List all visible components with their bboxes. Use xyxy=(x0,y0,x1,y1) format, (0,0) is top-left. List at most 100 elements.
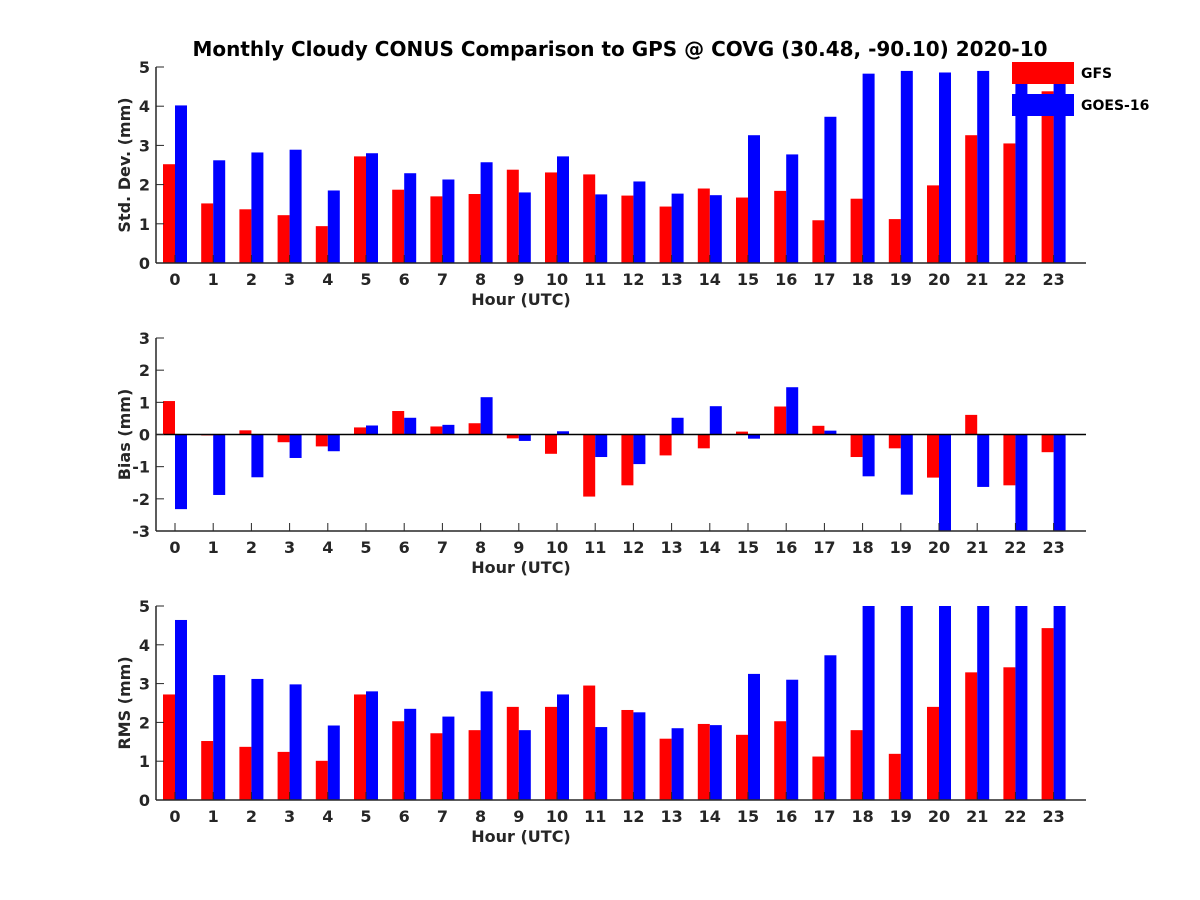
bar-goes-16-hour-12 xyxy=(633,712,646,800)
bar-goes-16-hour-14 xyxy=(709,725,722,800)
x-tick-label: 16 xyxy=(775,807,797,826)
bar-goes-16-hour-4 xyxy=(327,725,340,800)
y-tick-label: 1 xyxy=(139,752,150,771)
series-goes-16 xyxy=(175,67,1066,264)
bar-goes-16-hour-18 xyxy=(862,606,875,800)
bar-goes-16-hour-18 xyxy=(862,434,875,477)
x-tick-label: 17 xyxy=(813,807,835,826)
bar-gfs-hour-6 xyxy=(392,189,405,263)
bar-gfs-hour-15 xyxy=(736,431,748,435)
bar-goes-16-hour-16 xyxy=(786,154,799,263)
bar-goes-16-hour-17 xyxy=(824,430,837,435)
x-tick-label: 15 xyxy=(737,270,759,289)
y-tick-label: 3 xyxy=(139,329,150,348)
x-tick-label: 2 xyxy=(246,807,257,826)
bar-gfs-hour-17 xyxy=(812,756,825,800)
x-tick-label: 21 xyxy=(966,270,988,289)
bar-gfs-hour-22 xyxy=(1003,434,1016,486)
bar-goes-16-hour-21 xyxy=(977,434,990,487)
x-tick-label: 0 xyxy=(169,270,180,289)
bar-goes-16-hour-6 xyxy=(404,417,417,435)
bar-gfs-hour-10 xyxy=(545,434,557,454)
bar-gfs-hour-6 xyxy=(392,721,405,800)
x-tick-label: 11 xyxy=(584,270,606,289)
bar-gfs-hour-12 xyxy=(621,434,634,486)
bar-goes-16-hour-4 xyxy=(327,434,340,452)
x-axis-label: Hour (UTC) xyxy=(471,290,571,309)
bar-gfs-hour-9 xyxy=(506,434,519,439)
x-tick-label: 3 xyxy=(284,270,295,289)
bar-gfs-hour-20 xyxy=(927,185,939,263)
legend-swatch-gfs xyxy=(1012,62,1074,84)
y-tick-label: 0 xyxy=(139,426,150,445)
bar-gfs-hour-9 xyxy=(506,169,519,263)
series-gfs xyxy=(163,91,1054,263)
bar-gfs-hour-16 xyxy=(774,190,787,263)
bar-gfs-hour-2 xyxy=(239,430,252,435)
bar-gfs-hour-6 xyxy=(392,411,405,435)
x-tick-label: 7 xyxy=(437,538,448,557)
bar-goes-16-hour-1 xyxy=(213,675,226,800)
x-tick-label: 7 xyxy=(437,270,448,289)
x-tick-label: 22 xyxy=(1004,270,1026,289)
x-tick-label: 9 xyxy=(513,270,524,289)
bar-gfs-hour-9 xyxy=(506,706,519,800)
bar-gfs-hour-18 xyxy=(850,198,863,263)
x-tick-label: 18 xyxy=(851,807,873,826)
bar-goes-16-hour-17 xyxy=(824,116,837,263)
y-tick-label: 0 xyxy=(139,254,150,273)
series-gfs xyxy=(163,628,1054,800)
x-tick-label: 20 xyxy=(928,270,950,289)
x-tick-label: 4 xyxy=(322,538,333,557)
bar-goes-16-hour-16 xyxy=(786,679,799,800)
bar-goes-16-hour-1 xyxy=(213,434,226,495)
bar-gfs-hour-5 xyxy=(354,694,366,800)
bar-gfs-hour-19 xyxy=(888,219,901,263)
x-tick-label: 18 xyxy=(851,270,873,289)
legend-label-gfs: GFS xyxy=(1081,66,1112,82)
bar-goes-16-hour-11 xyxy=(595,194,608,263)
x-tick-label: 8 xyxy=(475,807,486,826)
y-axis-label: RMS (mm) xyxy=(115,656,134,749)
x-tick-label: 1 xyxy=(208,807,219,826)
x-tick-label: 10 xyxy=(546,270,568,289)
x-tick-label: 10 xyxy=(546,538,568,557)
legend-label-goes-16: GOES-16 xyxy=(1081,98,1149,114)
x-tick-label: 23 xyxy=(1042,270,1064,289)
bar-gfs-hour-21 xyxy=(965,672,978,800)
bar-gfs-hour-14 xyxy=(697,188,710,263)
bar-goes-16-hour-22 xyxy=(1015,67,1028,263)
series-gfs xyxy=(163,401,1054,497)
y-tick-label: 4 xyxy=(139,636,150,655)
bar-gfs-hour-14 xyxy=(697,723,710,800)
bar-gfs-hour-17 xyxy=(812,220,825,263)
y-axis-label: Bias (mm) xyxy=(115,389,134,481)
bar-gfs-hour-0 xyxy=(163,164,175,263)
bar-gfs-hour-10 xyxy=(545,172,557,263)
x-tick-label: 21 xyxy=(966,807,988,826)
bar-gfs-hour-4 xyxy=(315,760,328,800)
x-axis-label: Hour (UTC) xyxy=(471,558,571,577)
bar-gfs-hour-8 xyxy=(468,730,481,800)
bar-goes-16-hour-17 xyxy=(824,655,837,800)
y-tick-label: -2 xyxy=(132,490,150,509)
x-tick-label: 16 xyxy=(775,270,797,289)
bar-gfs-hour-21 xyxy=(965,135,978,263)
bar-gfs-hour-8 xyxy=(468,423,481,435)
bar-gfs-hour-0 xyxy=(163,694,175,800)
x-tick-label: 20 xyxy=(928,807,950,826)
bar-gfs-hour-1 xyxy=(201,741,214,800)
x-tick-label: 2 xyxy=(246,270,257,289)
bar-goes-16-hour-22 xyxy=(1015,606,1028,800)
x-tick-label: 11 xyxy=(584,807,606,826)
bar-goes-16-hour-19 xyxy=(900,434,913,495)
bar-gfs-hour-7 xyxy=(430,426,443,435)
x-tick-label: 17 xyxy=(813,538,835,557)
bar-goes-16-hour-8 xyxy=(480,691,493,800)
bar-goes-16-hour-9 xyxy=(518,434,531,441)
bar-goes-16-hour-10 xyxy=(557,431,569,435)
bar-goes-16-hour-7 xyxy=(442,179,455,263)
x-tick-label: 6 xyxy=(399,807,410,826)
